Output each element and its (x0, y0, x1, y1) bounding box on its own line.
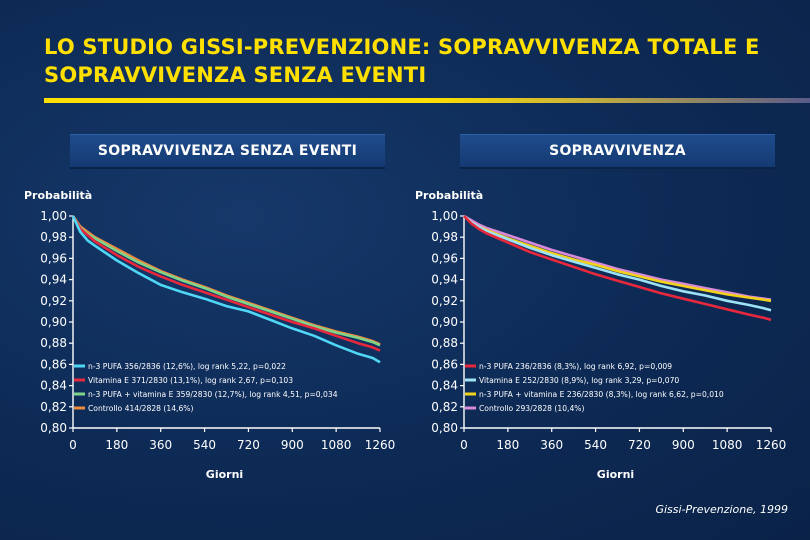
overall-survival-chart: Probabilità 1,00 0,98 0,96 0,94 0,92 0,90 0,88 0… (415, 189, 787, 481)
x-tick-label: 1080 (712, 438, 743, 452)
legend-entry: Controllo 414/2828 (14,6%) (88, 404, 193, 413)
x-tick-label: 1260 (365, 438, 396, 452)
x-tick-label: 180 (105, 438, 128, 452)
y-tick-label: 0,94 (431, 273, 458, 287)
right-panel-header: SOPRAVVIVENZA (460, 134, 775, 167)
x-tick-label: 540 (193, 438, 216, 452)
y-tick-label: 0,84 (431, 379, 458, 393)
y-tick-label: 0,86 (40, 357, 67, 371)
y-tick-label: 1,00 (431, 209, 458, 223)
citation: Gissi-Prevenzione, 1999 (655, 503, 788, 516)
legend-entry: Vitamina E 371/2830 (13,1%), log rank 2,… (88, 376, 293, 385)
legend-entry: Controllo 293/2828 (10,4%) (479, 404, 584, 413)
series-line (463, 214, 772, 301)
y-tick-label: 0,90 (431, 315, 458, 329)
x-tick-label: 900 (281, 438, 304, 452)
series-line (71, 215, 381, 347)
legend-entry: n-3 PUFA + vitamina E 359/2830 (12,7%), … (88, 390, 338, 399)
series-line (71, 215, 381, 364)
x-tick-label: 180 (496, 438, 519, 452)
title-underline (44, 98, 810, 103)
x-axis-label: Giorni (206, 468, 243, 481)
legend-entry: n-3 PUFA 356/2836 (12,6%), log rank 5,22… (88, 362, 286, 371)
x-tick-label: 900 (672, 438, 695, 452)
y-tick-label: 1,00 (40, 209, 67, 223)
x-tick-label: 720 (628, 438, 651, 452)
legend-entry: n-3 PUFA + vitamina E 236/2830 (8,3%), l… (479, 390, 724, 399)
series-line (71, 215, 381, 352)
y-tick-label: 0,80 (431, 421, 458, 435)
x-tick-label: 720 (237, 438, 260, 452)
y-tick-label: 0,82 (40, 400, 67, 414)
x-tick-label: 1080 (321, 438, 352, 452)
y-tick-label: 0,96 (40, 251, 67, 265)
y-tick-label: 0,90 (40, 315, 67, 329)
series-line (463, 215, 772, 303)
y-tick-label: 0,82 (431, 400, 458, 414)
x-tick-label: 0 (69, 438, 77, 452)
series-line (463, 215, 772, 322)
series-line (463, 215, 772, 312)
x-tick-label: 360 (540, 438, 563, 452)
y-tick-label: 0,94 (40, 273, 67, 287)
y-tick-label: 0,88 (40, 336, 67, 350)
x-tick-label: 0 (460, 438, 468, 452)
x-tick-label: 1260 (756, 438, 787, 452)
y-tick-label: 0,84 (40, 379, 67, 393)
y-tick-label: 0,98 (431, 230, 458, 244)
y-tick-label: 0,92 (40, 294, 67, 308)
x-tick-label: 360 (149, 438, 172, 452)
x-tick-label: 540 (584, 438, 607, 452)
event-free-survival-chart: Probabilità 1,00 0,98 0,96 0,94 0,92 0,90 0,88 0… (24, 189, 396, 481)
x-axis-label: Giorni (597, 468, 634, 481)
y-tick-label: 0,88 (431, 336, 458, 350)
legend-entry: Vitamina E 252/2830 (8,9%), log rank 3,2… (479, 376, 679, 385)
legend-entry: n-3 PUFA 236/2836 (8,3%), log rank 6,92,… (479, 362, 672, 371)
y-tick-label: 0,86 (431, 357, 458, 371)
y-tick-label: 0,80 (40, 421, 67, 435)
slide-title: LO STUDIO GISSI-PREVENZIONE: SOPRAVVIVEN… (44, 35, 760, 87)
y-tick-label: 0,96 (431, 251, 458, 265)
y-axis-label: Probabilità (415, 189, 483, 202)
y-axis-label: Probabilità (24, 189, 92, 202)
y-tick-label: 0,92 (431, 294, 458, 308)
series-line (71, 215, 381, 346)
left-panel-header: SOPRAVVIVENZA SENZA EVENTI (70, 134, 385, 167)
y-tick-label: 0,98 (40, 230, 67, 244)
